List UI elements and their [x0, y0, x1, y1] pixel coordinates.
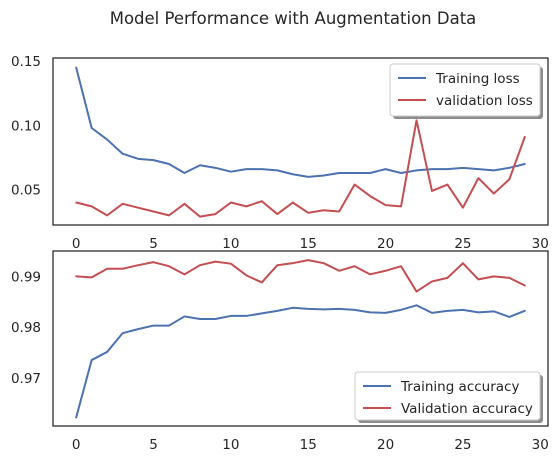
legend-box	[389, 63, 541, 117]
figure-title: Model Performance with Augmentation Data	[110, 9, 477, 28]
legend: Training accuracy Validation accuracy	[354, 371, 543, 423]
series-line-validation-loss	[75, 119, 526, 218]
x-tick-label: 30	[532, 236, 549, 252]
x-tick-label: 5	[149, 437, 158, 453]
loss-chart: 0 5 10 15 20 25 30 0.05 0.10 0.15 Training loss val…	[11, 54, 549, 252]
x-tick-label: 0	[72, 437, 81, 453]
plot-frame	[52, 250, 549, 427]
x-tick-label: 10	[222, 437, 239, 453]
x-tick-label: 15	[300, 236, 317, 252]
x-tick-label: 15	[300, 437, 317, 453]
x-tick-label: 30	[532, 437, 549, 453]
legend-entry: Validation accuracy	[401, 401, 533, 417]
legend: Training loss validation loss	[389, 63, 543, 119]
x-tick-label: 20	[377, 236, 394, 252]
accuracy-chart: 0 5 10 15 20 25 30 0.97 0.98 0.99 Training accurac…	[11, 250, 549, 453]
y-tick-label: 0.15	[11, 54, 41, 70]
x-tick-label: 25	[454, 236, 471, 252]
x-tick-label: 5	[149, 236, 158, 252]
x-tick-label: 0	[72, 236, 81, 252]
x-tick-label: 10	[222, 236, 239, 252]
y-tick-label: 0.98	[11, 320, 41, 336]
legend-entry: Training loss	[435, 71, 520, 87]
y-tick-label: 0.99	[11, 269, 41, 285]
y-tick-label: 0.05	[11, 183, 41, 199]
series-line-validation-accuracy	[75, 259, 526, 293]
legend-entry: validation loss	[436, 93, 533, 109]
x-tick-label: 20	[377, 437, 394, 453]
series-line-training-loss	[75, 66, 526, 178]
y-tick-label: 0.10	[11, 118, 41, 134]
y-tick-label: 0.97	[11, 371, 41, 387]
plot-frame	[52, 57, 549, 226]
x-tick-label: 25	[454, 437, 471, 453]
legend-box	[354, 371, 541, 421]
legend-entry: Training accuracy	[400, 379, 519, 395]
series-line-training-accuracy	[75, 304, 526, 419]
